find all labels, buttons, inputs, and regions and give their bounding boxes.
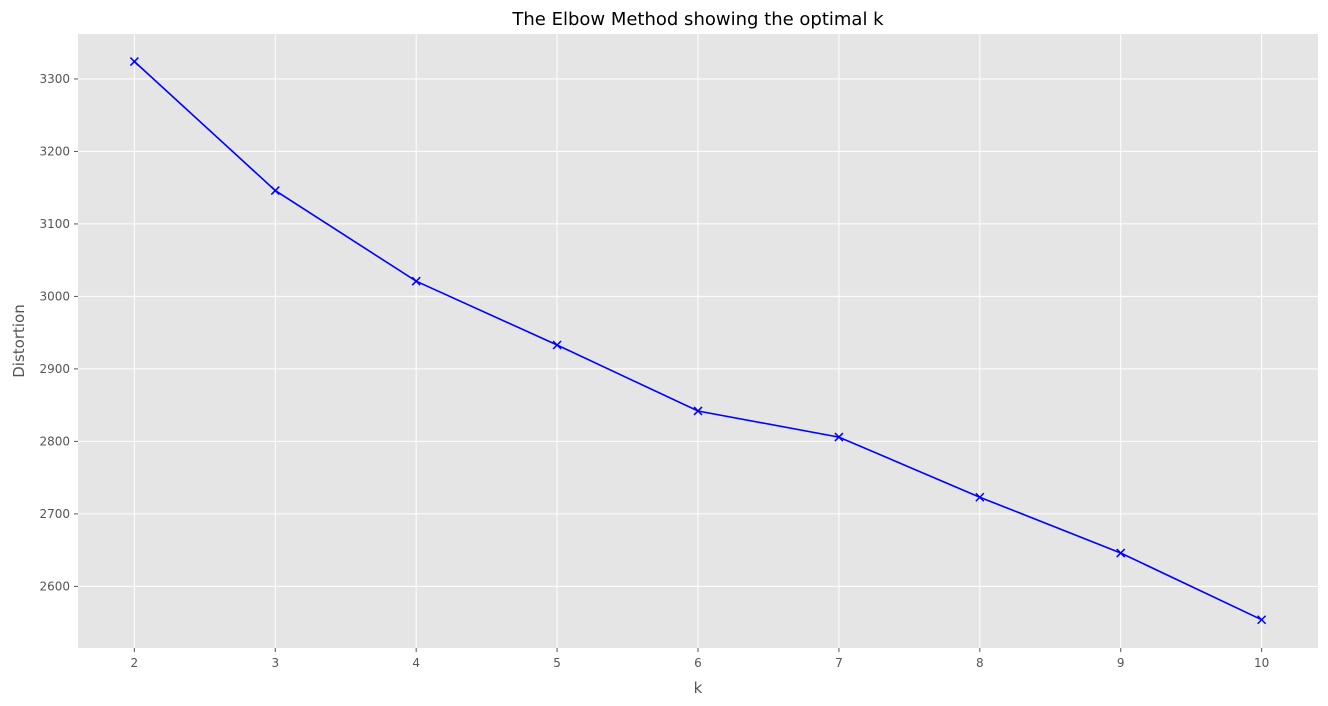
y-tick-label: 3100 [39, 217, 70, 231]
x-tick-label: 10 [1254, 656, 1269, 670]
data-point-marker [975, 492, 985, 502]
data-point-marker [1257, 615, 1267, 625]
y-tick-label: 3300 [39, 72, 70, 86]
data-point-marker [552, 340, 562, 350]
y-tick-label: 2800 [39, 434, 70, 448]
data-point-marker [270, 186, 280, 196]
y-axis-label: Distortion [10, 304, 28, 378]
data-point-marker [1116, 548, 1126, 558]
x-tick-label: 8 [976, 656, 984, 670]
data-point-marker [834, 432, 844, 442]
series-layer [129, 57, 1267, 625]
chart-title: The Elbow Method showing the optimal k [511, 9, 884, 30]
y-tick-label: 2600 [39, 579, 70, 593]
x-tick-label: 2 [131, 656, 139, 670]
x-tick-label: 9 [1117, 656, 1125, 670]
x-tick-label: 6 [694, 656, 702, 670]
data-point-marker [129, 57, 139, 67]
x-tick-label: 4 [412, 656, 420, 670]
y-axis-ticks: 2600 2700 2800 2900 3000 3100 3200 3300 [39, 72, 78, 593]
x-axis-ticks: 2 3 4 5 6 7 8 9 10 [131, 648, 1269, 670]
x-tick-label: 3 [271, 656, 279, 670]
y-tick-label: 2700 [39, 507, 70, 521]
data-point-marker [411, 276, 421, 286]
data-point-marker [693, 406, 703, 416]
y-tick-label: 2900 [39, 362, 70, 376]
x-axis-label: k [694, 679, 703, 697]
grid-lines [78, 34, 1318, 648]
x-tick-label: 7 [835, 656, 843, 670]
y-tick-label: 3200 [39, 144, 70, 158]
x-tick-label: 5 [553, 656, 561, 670]
y-tick-label: 3000 [39, 289, 70, 303]
